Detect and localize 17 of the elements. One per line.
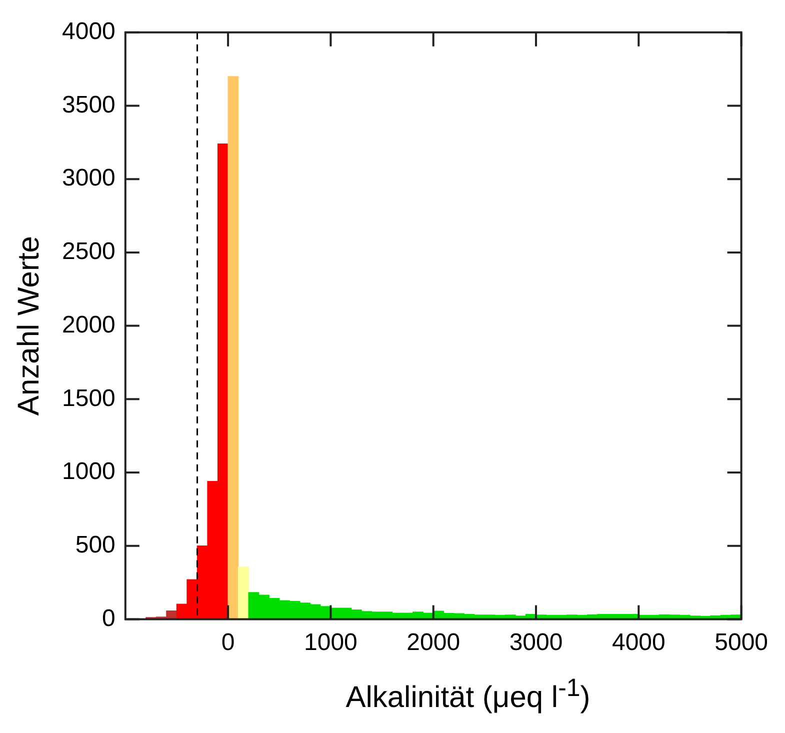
- x-tick-label: 2000: [406, 629, 460, 656]
- x-tick-label: 1000: [304, 629, 358, 656]
- y-tick-label: 0: [102, 604, 116, 632]
- y-tick-label: 4000: [62, 18, 116, 46]
- y-tick-label: 3500: [62, 91, 116, 118]
- x-tick-label: 3000: [509, 629, 563, 656]
- y-tick-label: 500: [75, 531, 116, 558]
- y-tick-label: 1000: [62, 458, 116, 486]
- x-tick-label: 0: [221, 629, 235, 656]
- y-tick-label: 1500: [62, 384, 116, 412]
- x-tick-label: 4000: [612, 629, 666, 656]
- y-axis-title: Anzahl Werte: [12, 236, 46, 416]
- y-tick-label: 3000: [62, 164, 116, 192]
- x-axis-title: Alkalinität (μeq l$^{-1}$): [344, 673, 592, 716]
- y-tick-label: 2000: [62, 311, 116, 338]
- x-tick-label: 5000: [714, 629, 768, 656]
- y-tick-label: 2500: [62, 238, 116, 266]
